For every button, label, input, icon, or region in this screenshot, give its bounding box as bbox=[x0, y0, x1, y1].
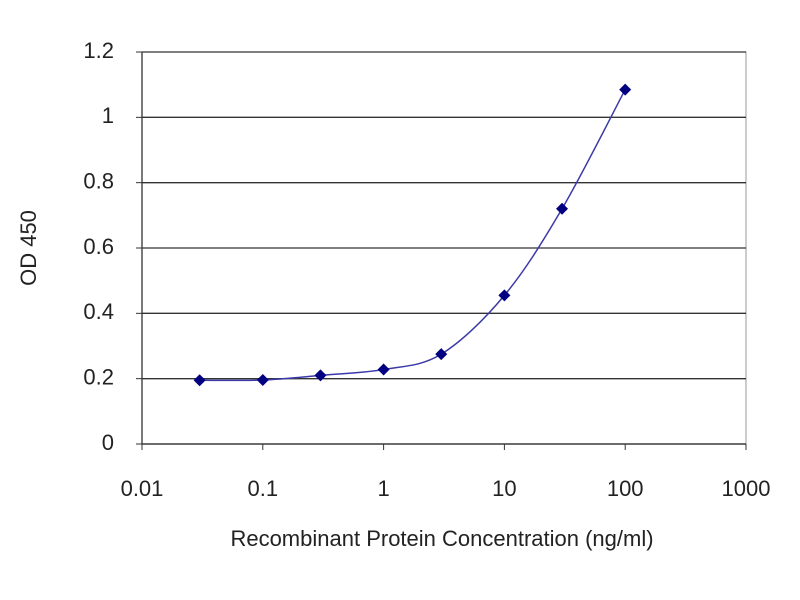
y-tick-label: 1.2 bbox=[83, 38, 114, 63]
y-tick-label: 0.8 bbox=[83, 168, 114, 193]
data-point bbox=[556, 202, 569, 215]
data-point bbox=[256, 373, 269, 386]
y-tick-label: 1 bbox=[102, 103, 114, 128]
data-point bbox=[498, 289, 511, 302]
x-tick-label: 100 bbox=[607, 476, 644, 501]
y-tick-label: 0 bbox=[102, 430, 114, 455]
x-tick-label: 1 bbox=[377, 476, 389, 501]
x-tick-label: 1000 bbox=[722, 476, 771, 501]
data-point bbox=[377, 363, 390, 376]
data-point bbox=[619, 83, 632, 96]
y-tick-label: 0.2 bbox=[83, 364, 114, 389]
x-axis-label: Recombinant Protein Concentration (ng/ml… bbox=[230, 526, 653, 551]
y-axis-label: OD 450 bbox=[16, 210, 41, 286]
x-tick-label: 0.01 bbox=[121, 476, 164, 501]
data-point bbox=[314, 369, 327, 382]
x-tick-label: 10 bbox=[492, 476, 516, 501]
y-tick-label: 0.4 bbox=[83, 299, 114, 324]
x-tick-label: 0.1 bbox=[248, 476, 279, 501]
y-tick-label: 0.6 bbox=[83, 234, 114, 259]
data-point bbox=[193, 374, 206, 387]
data-point bbox=[435, 348, 448, 361]
